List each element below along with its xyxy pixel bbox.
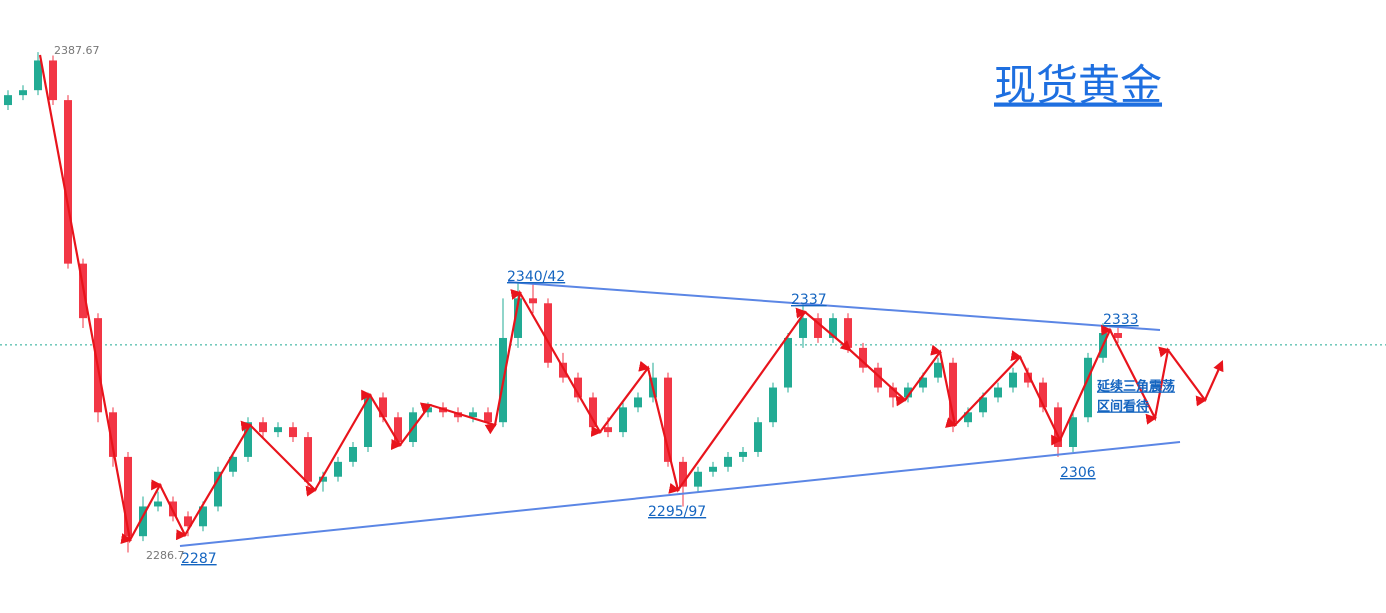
candle-body — [784, 337, 792, 388]
candle-body — [484, 412, 492, 423]
candle-body — [259, 422, 267, 433]
candle-body — [154, 501, 162, 507]
candle-body — [994, 387, 1002, 398]
candle-body — [109, 412, 117, 457]
candle-body — [49, 60, 57, 101]
candle-body — [19, 90, 27, 96]
annotation: 2306 — [1060, 465, 1096, 481]
candle-body — [289, 427, 297, 438]
candle-body — [214, 471, 222, 507]
candle-body — [64, 100, 72, 264]
candle-body — [274, 427, 282, 433]
candle-body — [739, 451, 747, 457]
candle-body — [1069, 417, 1077, 447]
lower-trendline — [179, 441, 1181, 547]
candle-body — [1009, 372, 1017, 388]
candle-body — [724, 456, 732, 467]
annotation: 2333 — [1103, 312, 1139, 328]
candle-body — [1114, 333, 1122, 338]
candle-body — [529, 298, 537, 304]
candle-body — [34, 60, 42, 91]
note: 区间看待 — [1097, 399, 1149, 415]
high-label: 2387.67 — [54, 44, 100, 57]
candle-body — [1054, 407, 1062, 447]
wave-arrows — [38, 54, 1224, 545]
candle-body — [619, 407, 627, 433]
candle-body — [334, 461, 342, 477]
candle-body — [544, 303, 552, 363]
annotation: 2340/42 — [507, 269, 565, 285]
candle-body — [709, 466, 717, 472]
candle-body — [754, 422, 762, 452]
chart-title: 现货黄金 — [994, 61, 1162, 110]
candle-body — [634, 397, 642, 408]
candle-body — [694, 471, 702, 487]
note: 延续三角震荡 — [1096, 379, 1175, 395]
annotation: 2287 — [181, 551, 217, 567]
candle-body — [1084, 357, 1092, 418]
candle-body — [769, 387, 777, 423]
candle-body — [934, 362, 942, 378]
candle-body — [4, 95, 12, 106]
annotation: 2295/97 — [648, 504, 706, 520]
candles — [0, 52, 1386, 553]
candle-body — [379, 397, 387, 418]
candle-body — [304, 437, 312, 482]
candle-body — [604, 427, 612, 433]
candle-body — [844, 318, 852, 348]
candle-body — [349, 446, 357, 462]
annotation: 2337 — [791, 292, 827, 308]
low-label: 2286.7 — [146, 549, 185, 562]
candle-body — [799, 318, 807, 338]
